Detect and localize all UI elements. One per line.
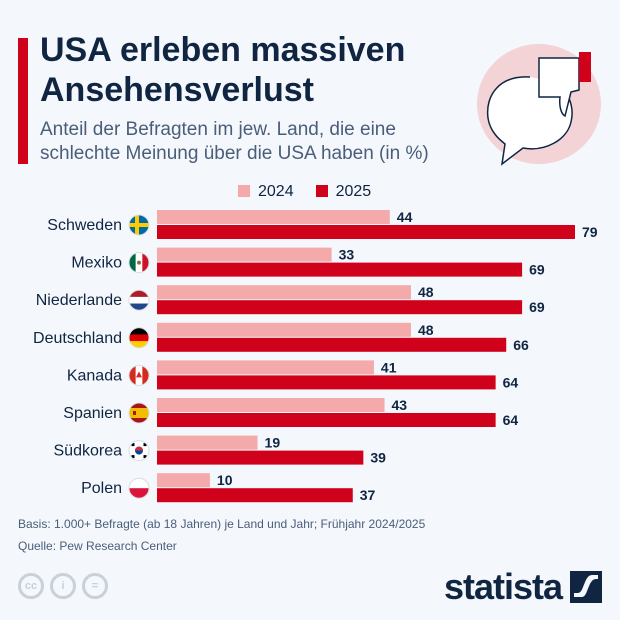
- sweden-flag-icon: [129, 215, 149, 235]
- country-row: Kanada 41 64: [67, 359, 519, 390]
- bar-2025: [157, 337, 507, 352]
- bar-2025: [157, 413, 496, 427]
- country-row: Niederlande 48 69: [36, 284, 545, 315]
- spain-flag-icon: [129, 403, 149, 423]
- bar-2024: [157, 247, 332, 262]
- country-label: Polen: [81, 480, 122, 497]
- data-label-2024: 33: [339, 247, 355, 263]
- netherlands-flag-icon: [129, 290, 149, 311]
- legend-label: 2024: [258, 183, 294, 200]
- data-label-2024: 44: [397, 209, 413, 225]
- legend-item-2025: 2025: [315, 183, 372, 201]
- data-label-2024: 41: [381, 359, 397, 375]
- country-label: Südkorea: [54, 443, 123, 460]
- country-label: Deutschland: [33, 330, 122, 347]
- country-row: Schweden 44 79: [47, 209, 598, 240]
- country-label: Mexiko: [71, 255, 122, 272]
- source-note: Quelle: Pew Research Center: [18, 539, 177, 553]
- data-label-2024: 43: [392, 397, 408, 413]
- bar-2024: [157, 210, 390, 224]
- country-label: Spanien: [63, 405, 122, 422]
- germany-flag-icon: [129, 327, 149, 348]
- title-accent-bar: [18, 38, 28, 164]
- data-label-2024: 48: [418, 322, 434, 338]
- bar-2025: [157, 300, 523, 315]
- statista-logo-icon: [570, 571, 602, 603]
- data-label-2025: 39: [370, 450, 386, 466]
- country-label: Schweden: [47, 217, 122, 234]
- subtitle: Anteil der Befragten im jew. Land, die e…: [40, 119, 429, 164]
- bar-2025: [157, 262, 523, 277]
- statista-logo: statista: [444, 566, 602, 608]
- legend-item-2024: 2024: [238, 183, 294, 201]
- mexico-flag-icon: [129, 252, 149, 273]
- bar-2024: [157, 322, 411, 337]
- brand-name: statista: [443, 566, 563, 607]
- by-icon: i: [50, 573, 76, 599]
- canada-flag-icon: [129, 365, 149, 386]
- country-row: Deutschland 48 66: [33, 322, 529, 353]
- data-label-2025: 66: [513, 337, 529, 353]
- legend-label: 2025: [335, 183, 372, 200]
- bar-2024: [157, 473, 210, 488]
- legend: 2024 2025: [238, 183, 371, 201]
- country-row: Südkorea 19 39: [54, 435, 387, 466]
- bar-2024: [157, 360, 374, 375]
- country-row: Polen 10 37: [81, 472, 375, 503]
- data-label-2025: 64: [503, 412, 519, 428]
- data-label-2024: 10: [217, 472, 233, 488]
- data-label-2025: 69: [529, 262, 545, 278]
- poland-flag-icon: [129, 478, 149, 499]
- basis-note: Basis: 1.000+ Befragte (ab 18 Jahren) je…: [18, 517, 426, 531]
- data-label-2025: 69: [529, 299, 545, 315]
- thumbs-down-speech-icon: [477, 44, 601, 166]
- data-label-2025: 79: [582, 224, 598, 240]
- bar-2024: [157, 285, 411, 300]
- bar-2024: [157, 435, 258, 450]
- bar-2025: [157, 488, 353, 503]
- country-label: Niederlande: [36, 292, 122, 309]
- country-row: Spanien 43 64: [63, 397, 518, 428]
- cc-icon: cc: [18, 573, 44, 599]
- data-label-2025: 37: [360, 487, 376, 503]
- page-title: USA erleben massiven Ansehensverlust: [40, 31, 406, 109]
- data-label-2025: 64: [503, 374, 519, 390]
- legend-swatch-2025: [315, 185, 328, 197]
- south-korea-flag-icon: [129, 440, 149, 461]
- data-label-2024: 48: [418, 284, 434, 300]
- bar-2025: [157, 225, 575, 239]
- bar-2025: [157, 450, 364, 465]
- legend-swatch-2024: [238, 185, 250, 197]
- bar-2025: [157, 375, 496, 390]
- license-icons: cc i =: [18, 573, 108, 599]
- country-label: Kanada: [67, 367, 122, 384]
- nd-icon: =: [82, 573, 108, 599]
- bar-2024: [157, 398, 385, 412]
- data-label-2024: 19: [265, 435, 281, 451]
- country-row: Mexiko 33 69: [71, 247, 545, 278]
